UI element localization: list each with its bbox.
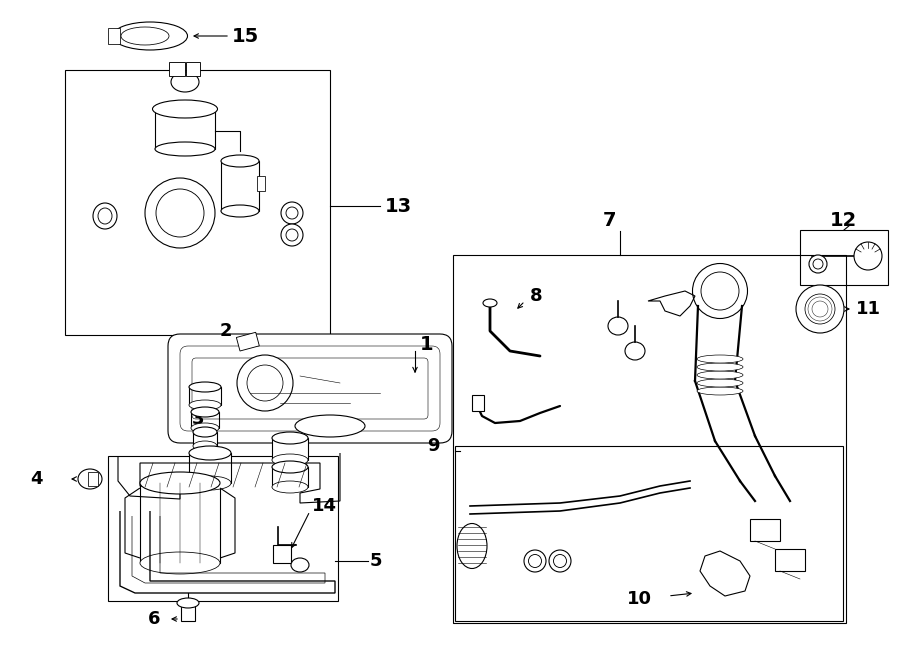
Ellipse shape: [524, 550, 546, 572]
Ellipse shape: [813, 259, 823, 269]
Ellipse shape: [189, 476, 231, 490]
Text: 13: 13: [385, 196, 412, 215]
Bar: [169, 62, 185, 76]
Bar: [108, 456, 338, 601]
Ellipse shape: [140, 472, 220, 494]
Bar: [186, 62, 200, 76]
Bar: [237, 332, 259, 351]
Ellipse shape: [193, 427, 217, 437]
Ellipse shape: [291, 558, 309, 572]
Ellipse shape: [286, 229, 298, 241]
Bar: [272, 467, 308, 487]
Bar: [108, 28, 120, 44]
Ellipse shape: [697, 363, 743, 371]
Ellipse shape: [155, 142, 215, 156]
Ellipse shape: [145, 178, 215, 248]
Ellipse shape: [692, 264, 748, 319]
Ellipse shape: [457, 524, 487, 568]
Text: 5: 5: [370, 552, 382, 570]
Ellipse shape: [221, 155, 259, 167]
Bar: [181, 603, 195, 621]
Bar: [189, 387, 221, 405]
Text: 9: 9: [428, 437, 440, 455]
Ellipse shape: [121, 27, 169, 45]
Ellipse shape: [189, 400, 221, 410]
Ellipse shape: [281, 224, 303, 246]
Circle shape: [247, 365, 283, 401]
Ellipse shape: [295, 415, 365, 437]
Bar: [472, 395, 484, 411]
Text: 11: 11: [856, 300, 881, 318]
Ellipse shape: [189, 382, 221, 392]
Bar: [65, 70, 330, 335]
Ellipse shape: [697, 379, 743, 387]
Ellipse shape: [272, 432, 308, 444]
Text: 1: 1: [420, 336, 434, 354]
Text: 6: 6: [148, 610, 160, 628]
Ellipse shape: [286, 207, 298, 219]
Bar: [257, 176, 265, 191]
Ellipse shape: [697, 355, 743, 363]
Ellipse shape: [221, 205, 259, 217]
Bar: [193, 432, 217, 446]
Ellipse shape: [554, 555, 566, 568]
Text: 15: 15: [232, 26, 259, 46]
Ellipse shape: [191, 423, 219, 433]
Bar: [221, 161, 259, 211]
Ellipse shape: [608, 317, 628, 335]
Ellipse shape: [112, 22, 187, 50]
Bar: [453, 255, 846, 623]
Ellipse shape: [93, 203, 117, 229]
Circle shape: [237, 355, 293, 411]
Ellipse shape: [171, 72, 199, 92]
Circle shape: [796, 285, 844, 333]
Ellipse shape: [701, 272, 739, 310]
Text: 14: 14: [312, 497, 337, 515]
Ellipse shape: [483, 299, 497, 307]
Ellipse shape: [152, 100, 218, 118]
Bar: [191, 412, 219, 428]
Text: 3: 3: [192, 410, 204, 428]
Ellipse shape: [528, 555, 542, 568]
Ellipse shape: [191, 407, 219, 417]
Ellipse shape: [549, 550, 571, 572]
Text: 4: 4: [30, 470, 42, 488]
Bar: [455, 446, 843, 621]
Ellipse shape: [98, 208, 112, 224]
Ellipse shape: [281, 202, 303, 224]
Bar: [272, 438, 308, 460]
Bar: [750, 519, 780, 541]
Text: 7: 7: [603, 212, 616, 231]
Circle shape: [805, 294, 835, 324]
Bar: [800, 230, 888, 285]
Text: 12: 12: [830, 212, 857, 231]
Bar: [88, 472, 98, 486]
Ellipse shape: [272, 454, 308, 466]
Ellipse shape: [156, 189, 204, 237]
Ellipse shape: [193, 441, 217, 451]
Circle shape: [854, 242, 882, 270]
Ellipse shape: [189, 446, 231, 460]
Bar: [140, 483, 220, 563]
Text: 10: 10: [627, 590, 652, 608]
Ellipse shape: [272, 481, 308, 493]
Ellipse shape: [272, 461, 308, 473]
Ellipse shape: [78, 469, 102, 489]
Ellipse shape: [697, 387, 743, 395]
Text: 2: 2: [220, 322, 232, 340]
Ellipse shape: [809, 255, 827, 273]
Ellipse shape: [625, 342, 645, 360]
Ellipse shape: [697, 371, 743, 379]
Ellipse shape: [177, 598, 199, 608]
Bar: [775, 549, 805, 571]
Bar: [273, 545, 291, 563]
Ellipse shape: [140, 552, 220, 574]
Bar: [155, 109, 215, 149]
Bar: [189, 453, 231, 483]
Text: 8: 8: [530, 287, 543, 305]
FancyBboxPatch shape: [168, 334, 452, 443]
